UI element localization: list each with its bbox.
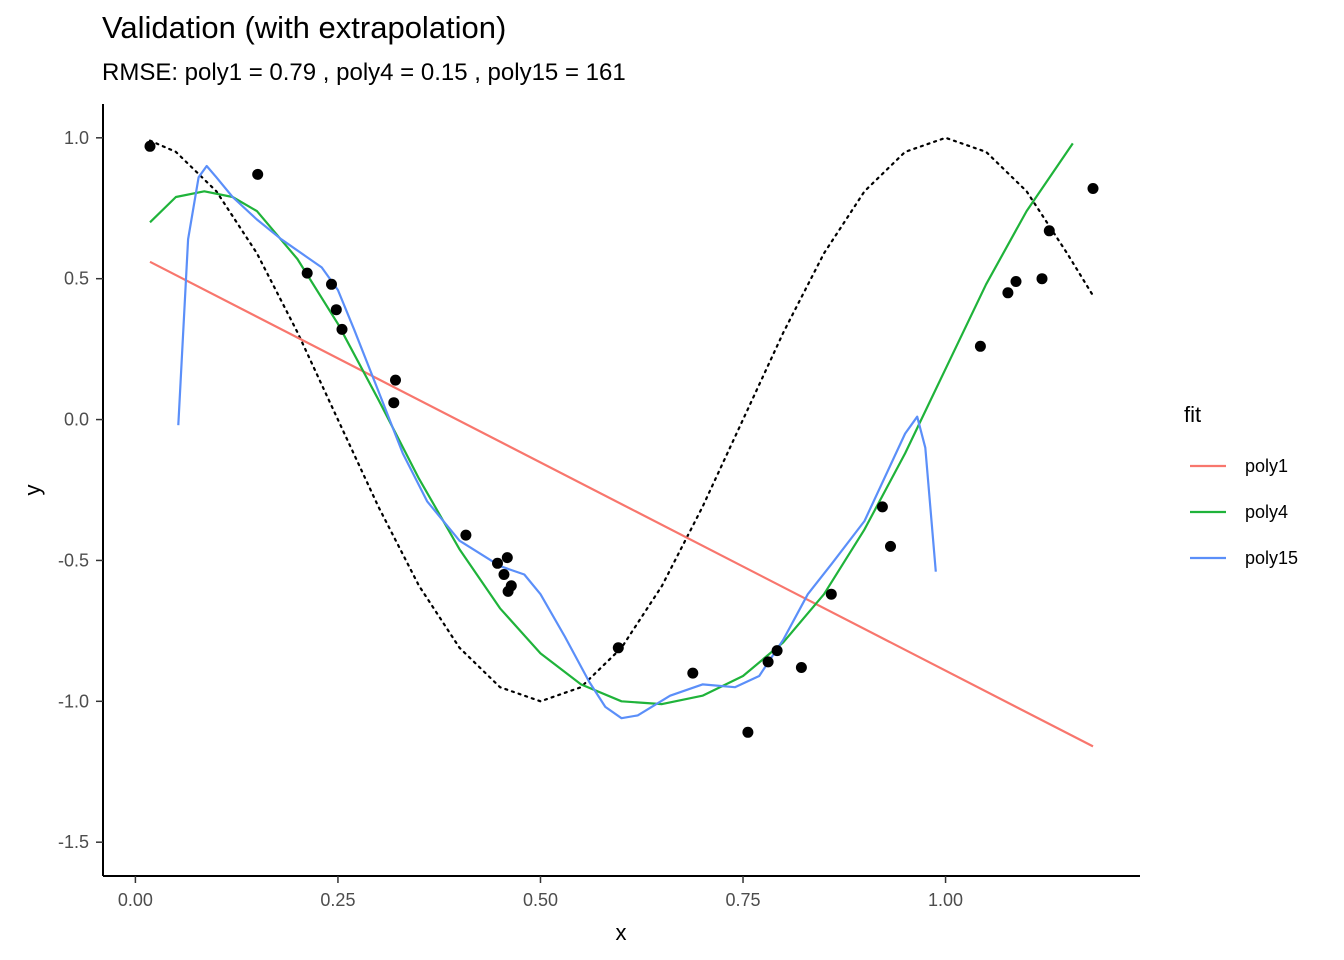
plot-points [144, 140, 1099, 738]
data-point [505, 580, 517, 592]
data-point [825, 588, 837, 600]
data-point [762, 656, 774, 668]
series-line-poly1 [149, 260, 1094, 748]
series-line-poly15 [177, 164, 937, 720]
y-tick-label: 0.0 [64, 410, 89, 430]
x-ticks: 0.00 0.25 0.50 0.75 1.00 [118, 876, 963, 910]
x-tick-label: 0.00 [118, 890, 153, 910]
data-point [1002, 287, 1014, 299]
chart-title: Validation (with extrapolation) [102, 10, 507, 45]
data-point [330, 304, 342, 316]
data-point [390, 374, 401, 386]
y-tick-label: -1.0 [58, 691, 89, 711]
data-point [1043, 225, 1055, 237]
y-axis-title: y [20, 485, 45, 496]
series-line-poly4 [149, 142, 1074, 706]
x-tick-label: 1.00 [928, 890, 963, 910]
x-tick-label: 0.50 [523, 890, 558, 910]
legend-label-poly15: poly15 [1245, 548, 1298, 568]
chart-subtitle: RMSE: poly1 = 0.79 , poly4 = 0.15 , poly… [102, 59, 626, 86]
legend-label-poly1: poly1 [1245, 456, 1288, 476]
data-point [974, 340, 986, 352]
data-point [501, 552, 513, 564]
data-point [876, 501, 888, 513]
x-tick-label: 0.25 [320, 890, 355, 910]
x-axis-title: x [616, 920, 627, 945]
data-point [1010, 276, 1022, 287]
data-point [492, 557, 503, 569]
data-point [326, 278, 337, 290]
data-point [771, 645, 783, 657]
plot-lines [148, 136, 1095, 748]
data-point [687, 667, 699, 679]
legend: fit poly1 poly4 poly15 [1184, 402, 1298, 568]
y-tick-label: 1.0 [64, 128, 89, 148]
y-ticks: 1.0 0.5 0.0 -0.5 -1.0 -1.5 [58, 128, 103, 852]
y-tick-label: -0.5 [58, 550, 89, 570]
data-point [252, 168, 264, 180]
x-tick-label: 0.75 [726, 890, 761, 910]
true-curve-line [148, 136, 1095, 703]
data-point [1087, 183, 1099, 194]
data-point [498, 569, 510, 580]
data-point [460, 529, 472, 541]
data-point [388, 397, 400, 409]
y-tick-label: 0.5 [64, 269, 89, 289]
data-point [795, 662, 807, 673]
y-tick-label: -1.5 [58, 832, 89, 852]
data-point [885, 540, 896, 552]
legend-label-poly4: poly4 [1245, 502, 1288, 522]
data-point [1036, 273, 1048, 285]
legend-title: fit [1184, 402, 1201, 427]
data-point [301, 267, 313, 279]
data-point [144, 140, 156, 152]
data-point [336, 323, 348, 335]
data-point [612, 642, 624, 654]
data-point [742, 726, 754, 738]
